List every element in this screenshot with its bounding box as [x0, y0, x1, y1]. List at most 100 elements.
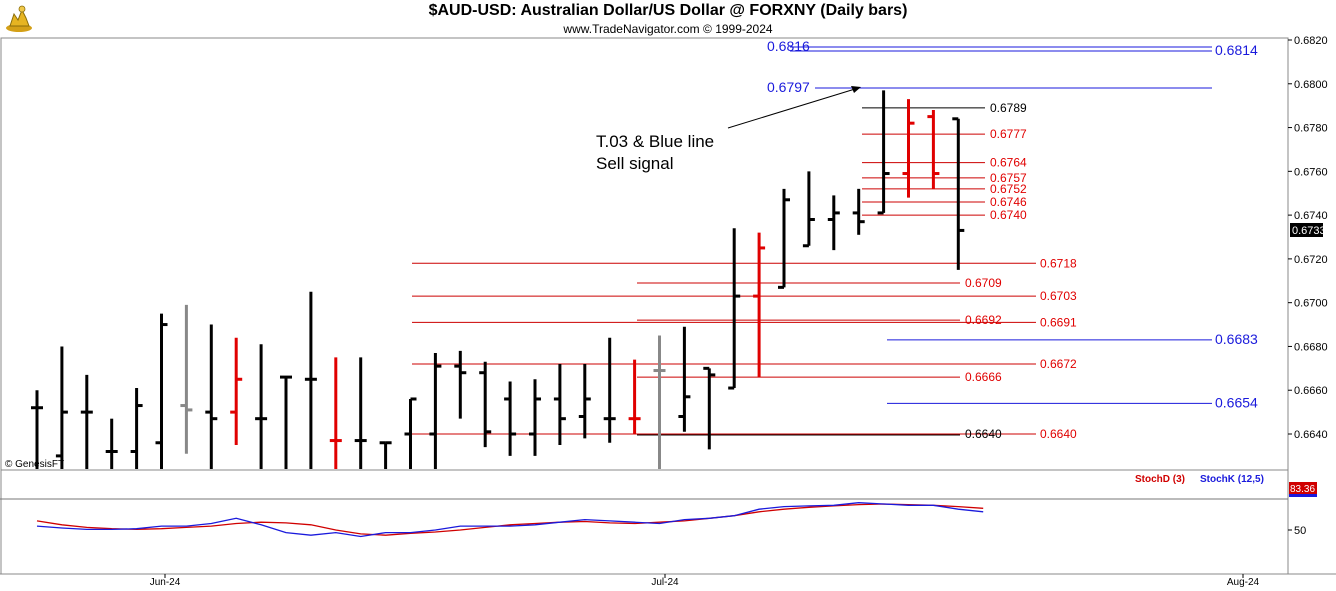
y-tick-label: 0.6640 [1294, 429, 1328, 441]
x-tick-label: Jul-24 [651, 577, 679, 588]
ohlc-bar [304, 291, 317, 469]
level-label: 0.6789 [990, 101, 1027, 115]
ohlc-bar [55, 346, 68, 469]
stoch-panel-frame [0, 469, 1289, 575]
stoch-y-tick-label: 50 [1294, 525, 1306, 537]
level-line-0-6814: 0.6814 [790, 42, 1258, 58]
ohlc-bar [927, 110, 940, 189]
stoch-last-box-k [1289, 494, 1317, 497]
level-line-0-6666: 0.6666 [637, 370, 1002, 384]
level-label: 0.6709 [965, 276, 1002, 290]
level-label: 0.6703 [1040, 289, 1077, 303]
y-tick-label: 0.6680 [1294, 341, 1328, 353]
ohlc-bar [404, 397, 417, 469]
level-line-0-6816: 0.6816 [767, 38, 1212, 54]
level-label-alt: 0.6640 [965, 427, 1002, 441]
ohlc-bar [454, 350, 467, 419]
ohlc-bar [553, 363, 566, 445]
y-tick-label: 0.6720 [1294, 254, 1328, 266]
ohlc-bar [280, 375, 292, 469]
gold-bull-logo-icon [4, 2, 34, 34]
level-label: 0.6757 [990, 171, 1027, 185]
y-tick-label: 0.6660 [1294, 385, 1328, 397]
ohlc-bar [379, 441, 392, 469]
ohlc-bar [329, 357, 342, 469]
stoch-last-box [1289, 482, 1317, 494]
ohlc-bar [155, 313, 168, 469]
level-label: 0.6683 [1215, 331, 1258, 347]
stoch-d-legend: StochD (3) [1135, 474, 1185, 485]
level-label: 0.6640 [1040, 427, 1077, 441]
chart-title: $AUD-USD: Australian Dollar/US Dollar @ … [428, 2, 908, 19]
ohlc-bar [479, 361, 492, 448]
ohlc-bar [703, 366, 716, 450]
level-label: 0.6814 [1215, 42, 1258, 58]
ohlc-bar [753, 232, 766, 378]
level-line-0-6683: 0.6683 [887, 331, 1258, 347]
level-label: 0.6740 [990, 208, 1027, 222]
chart-header: $AUD-USD: Australian Dollar/US Dollar @ … [0, 0, 1336, 38]
y-tick-label: 0.6820 [1294, 35, 1328, 47]
level-line-0-6654: 0.6654 [887, 394, 1258, 410]
level-label: 0.6666 [965, 370, 1002, 384]
y-tick-label: 0.6800 [1294, 79, 1328, 91]
annotation-arrow-line [727, 88, 856, 129]
ohlc-bar [603, 337, 616, 443]
level-line-0-6703: 0.6703 [412, 289, 1077, 303]
ohlc-bar [578, 363, 591, 439]
ohlc-bar [827, 195, 840, 251]
level-label: 0.6672 [1040, 357, 1077, 371]
last-price-label: 0.6733 [1292, 225, 1326, 237]
y-tick-label: 0.6700 [1294, 298, 1328, 310]
level-line-0-6709: 0.6709 [637, 276, 1002, 290]
x-tick-label: Aug-24 [1227, 577, 1260, 588]
level-label: 0.6746 [990, 195, 1027, 209]
level-line-0-6692: 0.6692 [637, 313, 1002, 327]
level-line-0-6640: 0.6640 0.6640 [412, 427, 1077, 441]
ohlc-bar [653, 335, 666, 469]
level-line-0-6718: 0.6718 [412, 256, 1077, 270]
ohlc-bar [852, 188, 865, 235]
ohlc-bar [628, 359, 641, 434]
ohlc-bar [952, 117, 965, 270]
annotation-arrow-head [851, 86, 861, 93]
ohlc-bar [678, 326, 691, 432]
ohlc-bar [130, 388, 143, 469]
chart-subtitle: www.TradeNavigator.com © 1999-2024 [563, 22, 773, 36]
y-tick-label: 0.6760 [1294, 166, 1328, 178]
level-label: 0.6654 [1215, 394, 1258, 410]
ohlc-bar [105, 418, 118, 469]
ohlc-bar [902, 99, 915, 198]
ohlc-bar [529, 379, 541, 456]
y-tick-label: 0.6780 [1294, 123, 1328, 135]
stoch-d-line [36, 503, 984, 536]
ohlc-bar [802, 171, 815, 248]
y-tick-label: 0.6740 [1294, 210, 1328, 222]
level-line-0-6691: 0.6691 [412, 315, 1077, 329]
annotation-line-1: T.03 & Blue line [596, 132, 714, 151]
level-label: 0.6692 [965, 313, 1002, 327]
stoch-last-label: 83.36 [1290, 484, 1315, 495]
level-label: 0.6764 [990, 156, 1027, 170]
level-label: 0.6797 [767, 79, 810, 95]
ohlc-bar [354, 357, 367, 469]
ohlc-bar [429, 353, 442, 469]
price-panel-frame [0, 37, 1289, 471]
level-line-0-6740: 0.6740 [862, 208, 1027, 222]
ohlc-bar [255, 344, 268, 469]
level-label: 0.6816 [767, 38, 810, 54]
ohlc-bar [31, 390, 43, 469]
stoch-k-legend: StochK (12,5) [1200, 474, 1264, 485]
level-line-0-6672: 0.6672 [412, 357, 1077, 371]
genesis-watermark: © GenesisFT [5, 459, 64, 470]
level-label: 0.6691 [1040, 315, 1077, 329]
ohlc-bar [205, 324, 218, 469]
x-tick-label: Jun-24 [150, 577, 181, 588]
ohlc-bar [728, 228, 741, 390]
ohlc-bar [80, 374, 93, 469]
ohlc-bar [504, 381, 517, 456]
level-label: 0.6752 [990, 182, 1027, 196]
ohlc-bar [230, 337, 243, 445]
last-price-box [1290, 223, 1323, 237]
